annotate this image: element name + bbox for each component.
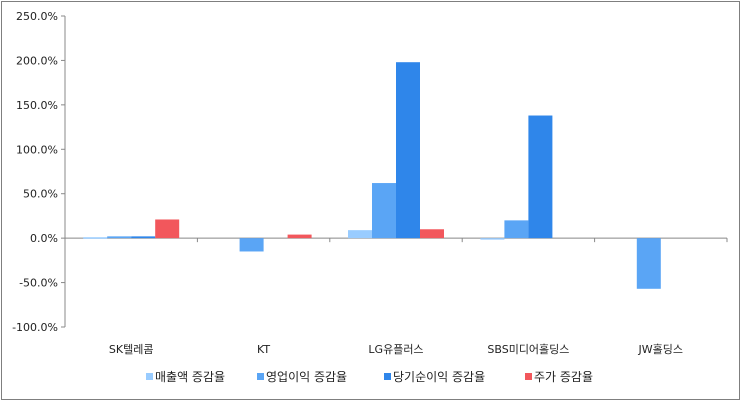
bar — [155, 219, 180, 239]
legend-label: 당기순이익 증감율 — [393, 370, 485, 384]
bar — [348, 230, 372, 239]
legend-label: 주가 증감율 — [534, 370, 593, 384]
bar — [420, 229, 444, 239]
x-tick-label: SBS미디어홀딩스 — [487, 343, 569, 356]
legend: 매출액 증감율 영업이익 증감율 당기순이익 증감율 주가 증감율 — [146, 370, 593, 384]
bar — [83, 237, 108, 239]
y-tick-label: 50.0% — [23, 188, 58, 201]
legend-swatch — [146, 373, 153, 380]
bar — [504, 220, 529, 239]
labels: 250.0% 200.0% 150.0% 100.0% 50.0% 0.0% -50.0% -… — [12, 10, 683, 356]
bar — [287, 234, 312, 239]
bar — [528, 115, 553, 239]
y-tick-label: 250.0% — [16, 10, 58, 23]
bar — [480, 238, 505, 240]
bar — [372, 183, 396, 239]
y-tick-label: -50.0% — [19, 277, 58, 290]
x-tick-label: SK텔레콤 — [109, 343, 154, 356]
y-tick-label: -100.0% — [12, 321, 58, 334]
bar — [239, 238, 264, 252]
x-tick-label: JW홀딩스 — [638, 343, 683, 356]
legend-swatch — [525, 373, 532, 380]
x-tick-label: LG유플러스 — [368, 343, 423, 356]
y-tick-label: 100.0% — [16, 143, 58, 156]
bar — [636, 238, 661, 289]
bar — [396, 62, 420, 239]
bar — [107, 236, 132, 239]
axes — [61, 15, 728, 328]
legend-label: 매출액 증감율 — [155, 370, 225, 384]
y-tick-label: 0.0% — [30, 232, 58, 245]
legend-swatch — [384, 373, 391, 380]
y-tick-label: 200.0% — [16, 54, 58, 67]
legend-label: 영업이익 증감율 — [266, 370, 347, 384]
bars — [83, 62, 661, 289]
y-tick-label: 150.0% — [16, 99, 58, 112]
legend-swatch — [257, 373, 264, 380]
bar — [131, 236, 156, 239]
x-tick-label: KT — [257, 343, 270, 356]
